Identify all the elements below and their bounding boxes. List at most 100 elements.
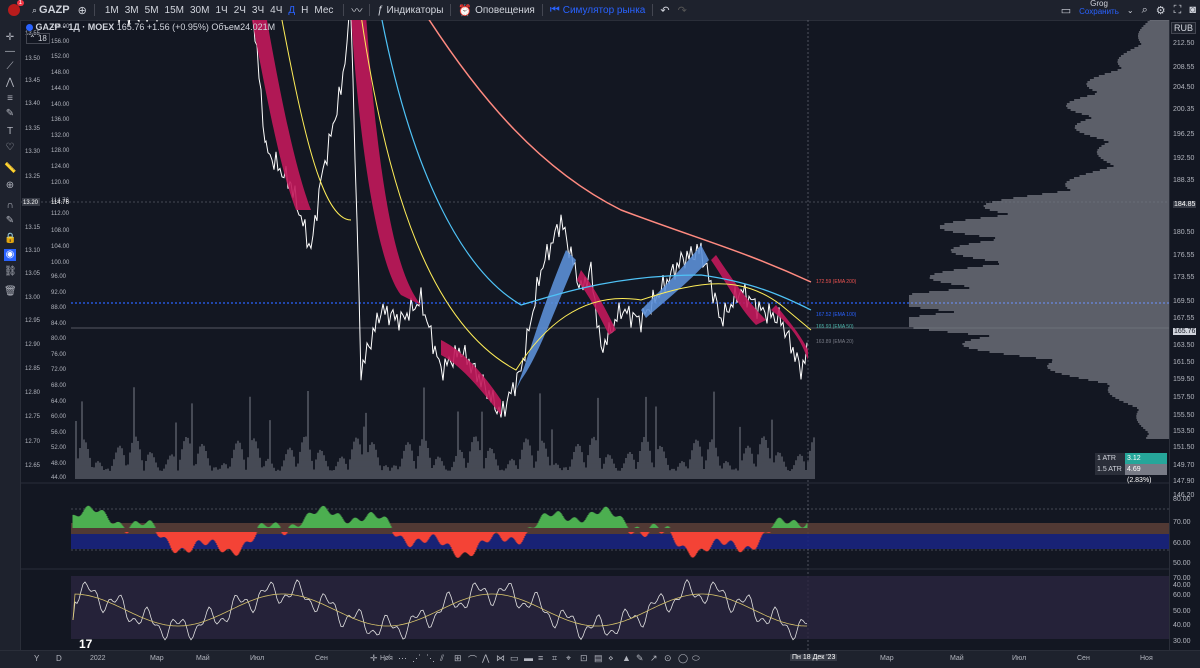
osc2-signal	[72, 593, 807, 627]
timeframe-8[interactable]: 4Ч	[270, 4, 283, 16]
volume-profile	[909, 20, 1169, 439]
inner-axis-tick: 48.00	[51, 461, 67, 467]
time-tick: Сен	[1077, 655, 1090, 662]
inner-axis-tick: 72.00	[51, 367, 67, 373]
drawing-tool-icon[interactable]: ⋀	[482, 653, 490, 663]
undo-button[interactable]: ↶	[656, 0, 673, 20]
drawing-tool-icon[interactable]: ⊞	[454, 653, 462, 663]
osc2-tick: 70.00	[1173, 575, 1191, 582]
layout-button[interactable]: ▭	[1057, 0, 1075, 20]
trash-icon[interactable]: 🗑	[4, 286, 17, 297]
legend-volume-value: 24.021M	[240, 22, 276, 32]
horizontal-line-icon[interactable]: —	[5, 46, 15, 57]
osc1-tick: 50.00	[1173, 560, 1191, 567]
timeframe-7[interactable]: 3Ч	[251, 4, 265, 16]
drawing-tool-icon[interactable]: ⌒	[468, 655, 478, 665]
currency-selector[interactable]: RUB	[1171, 22, 1197, 34]
replay-button[interactable]: ⏮ Симулятор рынка	[546, 0, 650, 20]
timeframe-9[interactable]: Д	[288, 4, 296, 16]
price-axis[interactable]: 212.50 208.55 204.50 200.35 196.25 192.50 188.…	[1169, 20, 1200, 667]
drawing-tool-icon[interactable]: ⊙	[664, 653, 672, 663]
fullscreen-button[interactable]: ⛶	[1170, 0, 1186, 20]
eye-icon[interactable]: ◉	[4, 249, 16, 261]
redo-button[interactable]: ↷	[674, 0, 691, 20]
timeframe-0[interactable]: 1М	[104, 4, 119, 16]
drawing-tool-icon[interactable]: ⌖	[566, 653, 572, 663]
drawing-tool-icon[interactable]: ⊡	[580, 653, 588, 663]
alerts-button[interactable]: ⏰ Оповещения	[454, 0, 538, 20]
drawing-tool-icon[interactable]: ⋄	[608, 653, 614, 663]
time-tick: Май	[950, 655, 964, 662]
price-tick: 153.50	[1173, 428, 1195, 435]
inner-axis-tick: 140.00	[51, 102, 70, 108]
search-button[interactable]: ⌕	[1138, 0, 1152, 20]
crosshair-icon[interactable]: ✛	[5, 32, 15, 43]
drawing-tool-icon[interactable]: ▭	[510, 653, 519, 663]
snapshot-button[interactable]: ◙	[1185, 0, 1200, 20]
lock-draw-icon[interactable]: ✎	[5, 215, 15, 226]
left-axis-tick: 13.45	[25, 78, 41, 84]
timeframe-2[interactable]: 5М	[144, 4, 159, 16]
fullscreen-icon: ⛶	[1173, 3, 1182, 16]
compare-button[interactable]: ⊕	[74, 0, 91, 20]
ruler-icon[interactable]: 📏	[4, 163, 17, 174]
ds-icon[interactable]: D	[56, 654, 62, 663]
text-icon[interactable]: T	[6, 126, 14, 137]
drawing-tool-icon[interactable]: ✛	[370, 653, 378, 663]
drawing-tool-icon[interactable]: ↗	[650, 653, 658, 663]
indicators-button[interactable]: ƒ Индикаторы	[373, 0, 447, 20]
time-tick: Ноя	[1140, 655, 1153, 662]
drawing-tool-icon[interactable]: ⋯	[398, 653, 407, 663]
price-tick: 159.50	[1173, 376, 1195, 383]
timeframe-6[interactable]: 2Ч	[233, 4, 246, 16]
drawing-tool-icon[interactable]: ⋱	[426, 653, 435, 663]
time-tick: Мар	[150, 655, 164, 662]
drawing-tool-icon[interactable]: ⋈	[496, 653, 505, 663]
trend-line-icon[interactable]: ⟋	[6, 61, 14, 72]
drawing-tool-icon[interactable]: ≡	[538, 653, 544, 663]
ribbon-bull-2	[641, 245, 709, 318]
chevron-down-button[interactable]: ⌄	[1123, 0, 1138, 20]
y-icon[interactable]: Y	[34, 654, 40, 663]
heart-icon[interactable]: ♡	[5, 142, 15, 153]
time-tick: Пн 18 Дек '23	[790, 654, 838, 661]
link-icon[interactable]: ⛓	[4, 266, 17, 277]
timeframe-4[interactable]: 30М	[190, 4, 210, 16]
timeframe-1[interactable]: 3М	[124, 4, 139, 16]
avatar[interactable]: 1	[0, 0, 28, 20]
collapse-indicators-button[interactable]: ⌃ 18	[26, 33, 50, 44]
lock-icon[interactable]: 🔒	[4, 233, 17, 244]
timeframe-3[interactable]: 15М	[164, 4, 184, 16]
chart-type-button[interactable]: 〰	[347, 0, 366, 20]
layout-name-button[interactable]: Grog Сохранить	[1075, 0, 1123, 20]
drawing-tool-icon[interactable]: ⟋	[384, 653, 391, 663]
timeframe-11[interactable]: Мес	[314, 4, 334, 16]
magnet-icon[interactable]: ∩	[6, 200, 14, 211]
layout-name: Grog	[1090, 0, 1108, 8]
price-tick: 184.85	[1173, 201, 1197, 208]
inner-axis-tick: 56.00	[51, 430, 67, 436]
drawing-tool-icon[interactable]: ⋰	[412, 653, 421, 663]
drawing-tool-icon[interactable]: ⌗	[552, 653, 558, 663]
drawing-tool-icon[interactable]: ◯	[678, 653, 689, 663]
ma-label: 163.89 (EMA 20)	[816, 339, 854, 345]
drawing-tool-icon[interactable]: ⬭	[692, 653, 700, 663]
price-tick: 204.50	[1173, 84, 1195, 91]
drawing-tool-icon[interactable]: ✎	[636, 653, 644, 663]
inner-axis-tick: 88.00	[51, 305, 67, 311]
drawing-tool-icon[interactable]: ▤	[594, 653, 603, 663]
inner-axis-tick: 136.00	[51, 117, 70, 123]
chart-canvas[interactable]: 13.55 13.50 13.45 13.40 13.35 13.30 13.25 13.20…	[21, 20, 1169, 667]
drawing-tool-icon[interactable]: ▬	[524, 653, 533, 663]
drawing-tool-icon[interactable]: ▲	[622, 653, 631, 663]
drawing-tool-icon[interactable]: ⫽	[440, 653, 445, 663]
settings-button[interactable]: ⚙	[1152, 0, 1170, 20]
brush-icon[interactable]: ✎	[5, 108, 15, 119]
pattern-icon[interactable]: ⋀	[5, 77, 15, 88]
fib-icon[interactable]: ≡	[7, 93, 13, 104]
zoom-icon[interactable]: ⊕	[5, 180, 15, 191]
symbol-search[interactable]: ⌕ GAZP	[28, 0, 74, 20]
timeframe-10[interactable]: Н	[301, 4, 309, 16]
timeframe-5[interactable]: 1Ч	[215, 4, 228, 16]
